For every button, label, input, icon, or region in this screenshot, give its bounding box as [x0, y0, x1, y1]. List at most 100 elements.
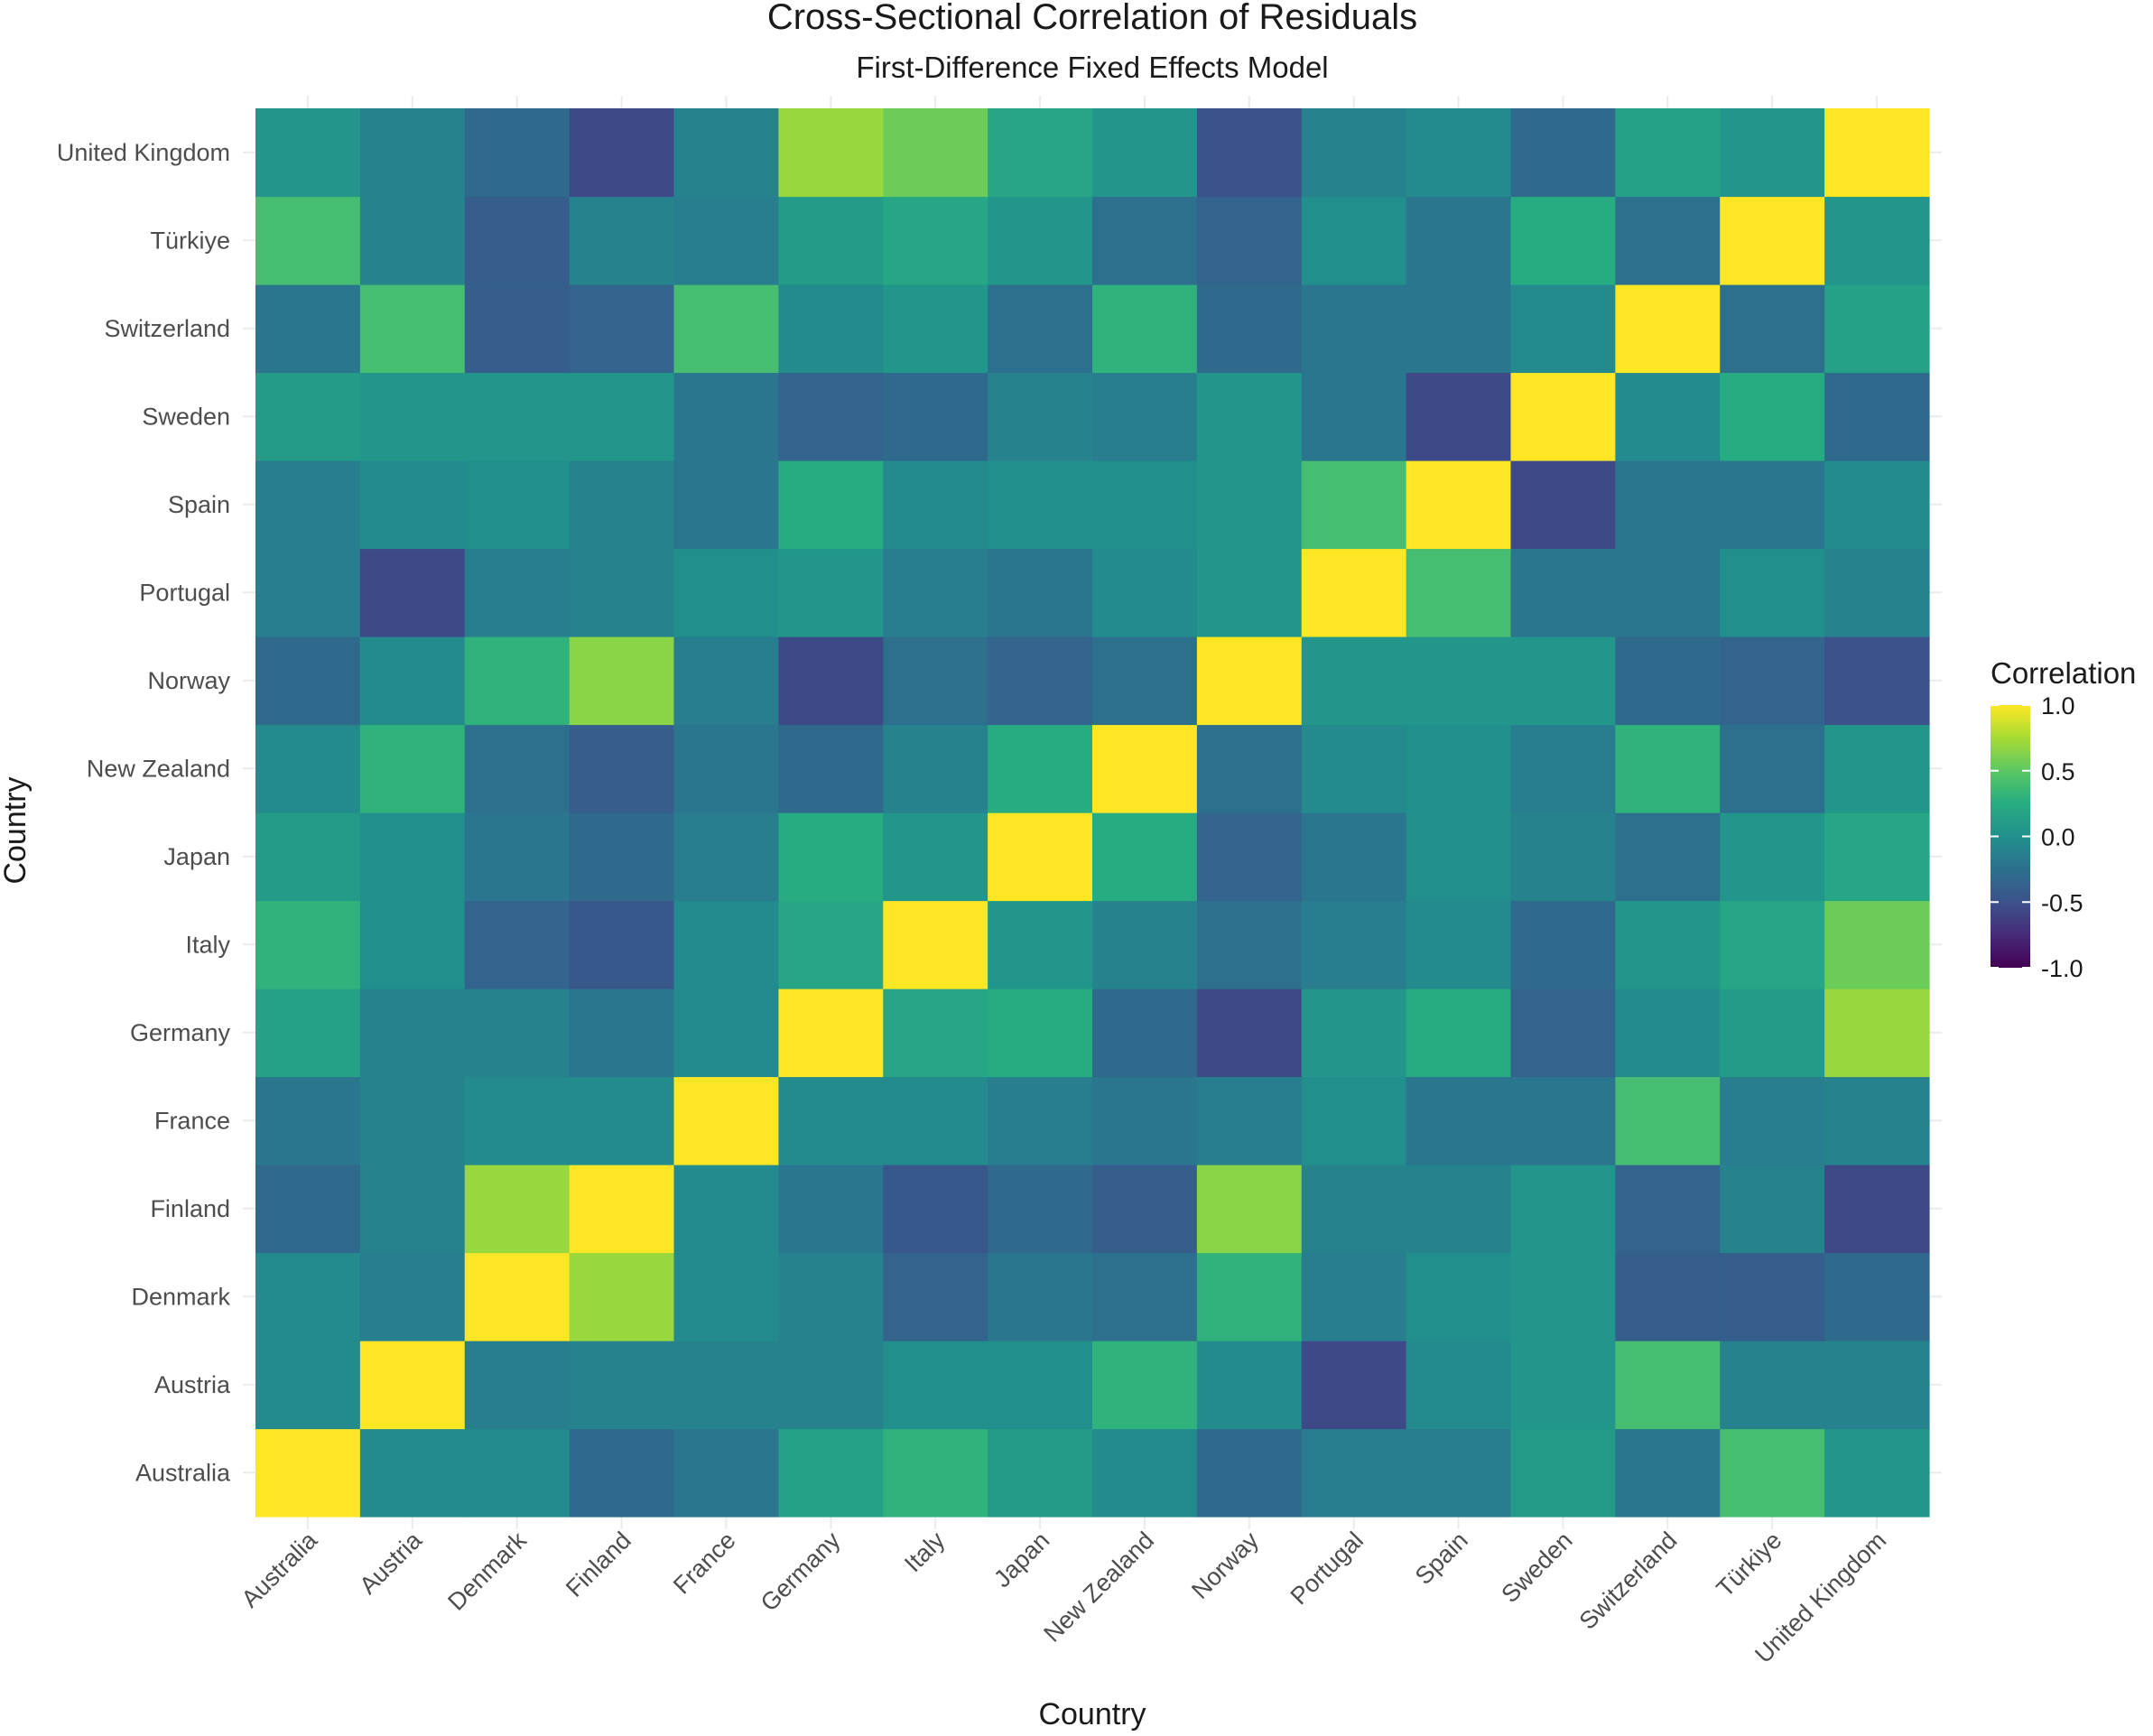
heatmap-cell-japan-switzerland	[1615, 812, 1721, 902]
heatmap-cell-finland-switzerland	[1615, 1165, 1721, 1254]
heatmap-cell-spain-denmark	[464, 460, 571, 550]
y-tick-label: New Zealand	[87, 755, 230, 782]
heatmap-cell-sweden-japan	[988, 372, 1093, 461]
heatmap-cell-sweden-denmark	[464, 372, 571, 461]
heatmap-cell-united-kingdom-austria	[359, 108, 466, 198]
heatmap-cell-new-zealand-spain	[1406, 724, 1512, 813]
heatmap-cell-denmark-italy	[883, 1252, 988, 1341]
heatmap-cell-denmark-norway	[1196, 1252, 1303, 1341]
heatmap-cells	[255, 108, 1930, 1518]
heatmap-cell-portugal-italy	[883, 548, 988, 637]
heatmap-cell-denmark-switzerland	[1615, 1252, 1721, 1341]
heatmap-cell-türkiye-italy	[883, 196, 988, 285]
heatmap-cell-germany-türkiye	[1720, 989, 1825, 1078]
heatmap-cell-norway-denmark	[464, 636, 571, 726]
heatmap-cell-spain-italy	[883, 460, 988, 550]
heatmap-cell-japan-new-zealand	[1092, 812, 1198, 902]
heatmap-cell-italy-denmark	[464, 900, 571, 989]
heatmap-cell-türkiye-finland	[569, 196, 675, 285]
heatmap-cell-austria-switzerland	[1615, 1341, 1721, 1430]
heatmap-cell-spain-france	[673, 460, 779, 550]
heatmap-cell-japan-germany	[778, 812, 884, 902]
heatmap-cell-sweden-spain	[1406, 372, 1512, 461]
heatmap-cell-norway-portugal	[1301, 636, 1407, 726]
heatmap-cell-türkiye-united-kingdom	[1824, 196, 1930, 285]
heatmap-cell-finland-france	[673, 1165, 779, 1254]
heatmap-cell-switzerland-spain	[1406, 284, 1512, 374]
heatmap-cell-australia-finland	[569, 1428, 675, 1518]
heatmap-cell-finland-italy	[883, 1165, 988, 1254]
x-axis-title: Country	[1038, 1697, 1146, 1731]
heatmap-cell-finland-germany	[778, 1165, 884, 1254]
heatmap-cell-france-spain	[1406, 1076, 1512, 1165]
heatmap-cell-australia-france	[673, 1428, 779, 1518]
heatmap-cell-sweden-switzerland	[1615, 372, 1721, 461]
legend-title: Correlation	[1991, 656, 2136, 690]
heatmap-cell-united-kingdom-france	[673, 108, 779, 198]
heatmap-cell-italy-new-zealand	[1092, 900, 1198, 989]
heatmap-cell-france-australia	[255, 1076, 361, 1165]
heatmap-cell-united-kingdom-norway	[1196, 108, 1303, 198]
y-tick-label: Switzerland	[104, 315, 230, 342]
heatmap-cell-germany-denmark	[464, 989, 571, 1078]
heatmap-cell-norway-france	[673, 636, 779, 726]
legend-tick-label: 0.5	[2041, 758, 2075, 785]
heatmap-cell-switzerland-finland	[569, 284, 675, 374]
heatmap-cell-australia-sweden	[1510, 1428, 1616, 1518]
heatmap-cell-finland-united-kingdom	[1824, 1165, 1930, 1254]
heatmap-cell-france-germany	[778, 1076, 884, 1165]
heatmap-cell-türkiye-austria	[359, 196, 466, 285]
heatmap-cell-germany-new-zealand	[1092, 989, 1198, 1078]
heatmap-cell-new-zealand-switzerland	[1615, 724, 1721, 813]
heatmap-cell-italy-germany	[778, 900, 884, 989]
heatmap-cell-finland-japan	[988, 1165, 1093, 1254]
heatmap-cell-italy-switzerland	[1615, 900, 1721, 989]
heatmap-cell-portugal-denmark	[464, 548, 571, 637]
heatmap-cell-sweden-australia	[255, 372, 361, 461]
heatmap-cell-sweden-italy	[883, 372, 988, 461]
heatmap-cell-italy-australia	[255, 900, 361, 989]
heatmap-cell-austria-italy	[883, 1341, 988, 1430]
heatmap-cell-germany-spain	[1406, 989, 1512, 1078]
heatmap-cell-new-zealand-portugal	[1301, 724, 1407, 813]
heatmap-cell-spain-norway	[1196, 460, 1303, 550]
heatmap-cell-australia-new-zealand	[1092, 1428, 1198, 1518]
heatmap-cell-australia-türkiye	[1720, 1428, 1825, 1518]
heatmap-cell-switzerland-united-kingdom	[1824, 284, 1930, 374]
heatmap-cell-norway-sweden	[1510, 636, 1616, 726]
x-tick-label: France	[668, 1527, 741, 1600]
heatmap-cell-australia-portugal	[1301, 1428, 1407, 1518]
heatmap-cell-spain-japan	[988, 460, 1093, 550]
heatmap-cell-finland-austria	[359, 1165, 466, 1254]
heatmap-cell-türkiye-australia	[255, 196, 361, 285]
heatmap-cell-italy-sweden	[1510, 900, 1616, 989]
heatmap-cell-spain-switzerland	[1615, 460, 1721, 550]
heatmap-cell-türkiye-spain	[1406, 196, 1512, 285]
heatmap-cell-portugal-new-zealand	[1092, 548, 1198, 637]
legend-tick-label: 1.0	[2041, 692, 2075, 719]
x-tick-label: Japan	[988, 1527, 1054, 1592]
heatmap-cell-italy-finland	[569, 900, 675, 989]
heatmap-cell-sweden-finland	[569, 372, 675, 461]
heatmap-cell-sweden-united-kingdom	[1824, 372, 1930, 461]
heatmap-cell-spain-spain	[1406, 460, 1512, 550]
heatmap-cell-japan-united-kingdom	[1824, 812, 1930, 902]
heatmap-cell-france-finland	[569, 1076, 675, 1165]
heatmap-cell-united-kingdom-australia	[255, 108, 361, 198]
heatmap-cell-new-zealand-italy	[883, 724, 988, 813]
heatmap-cell-portugal-sweden	[1510, 548, 1616, 637]
heatmap-cell-japan-türkiye	[1720, 812, 1825, 902]
x-tick-label: Portugal	[1285, 1527, 1369, 1610]
legend-ticks: 1.0 0.5 0.0 -0.5 -1.0	[1991, 692, 2083, 982]
heatmap-cell-france-austria	[359, 1076, 466, 1165]
heatmap-cell-australia-norway	[1196, 1428, 1303, 1518]
heatmap-cell-spain-germany	[778, 460, 884, 550]
x-tick-label: Australia	[237, 1526, 323, 1612]
heatmap-cell-united-kingdom-türkiye	[1720, 108, 1825, 198]
heatmap-cell-switzerland-norway	[1196, 284, 1303, 374]
y-axis-tick-labels: Australia Austria Denmark Finland France Germ…	[57, 139, 231, 1487]
chart-title: Cross-Sectional Correlation of Residuals	[767, 0, 1417, 37]
heatmap-cell-spain-austria	[359, 460, 466, 550]
heatmap-cell-italy-türkiye	[1720, 900, 1825, 989]
heatmap-cell-switzerland-portugal	[1301, 284, 1407, 374]
